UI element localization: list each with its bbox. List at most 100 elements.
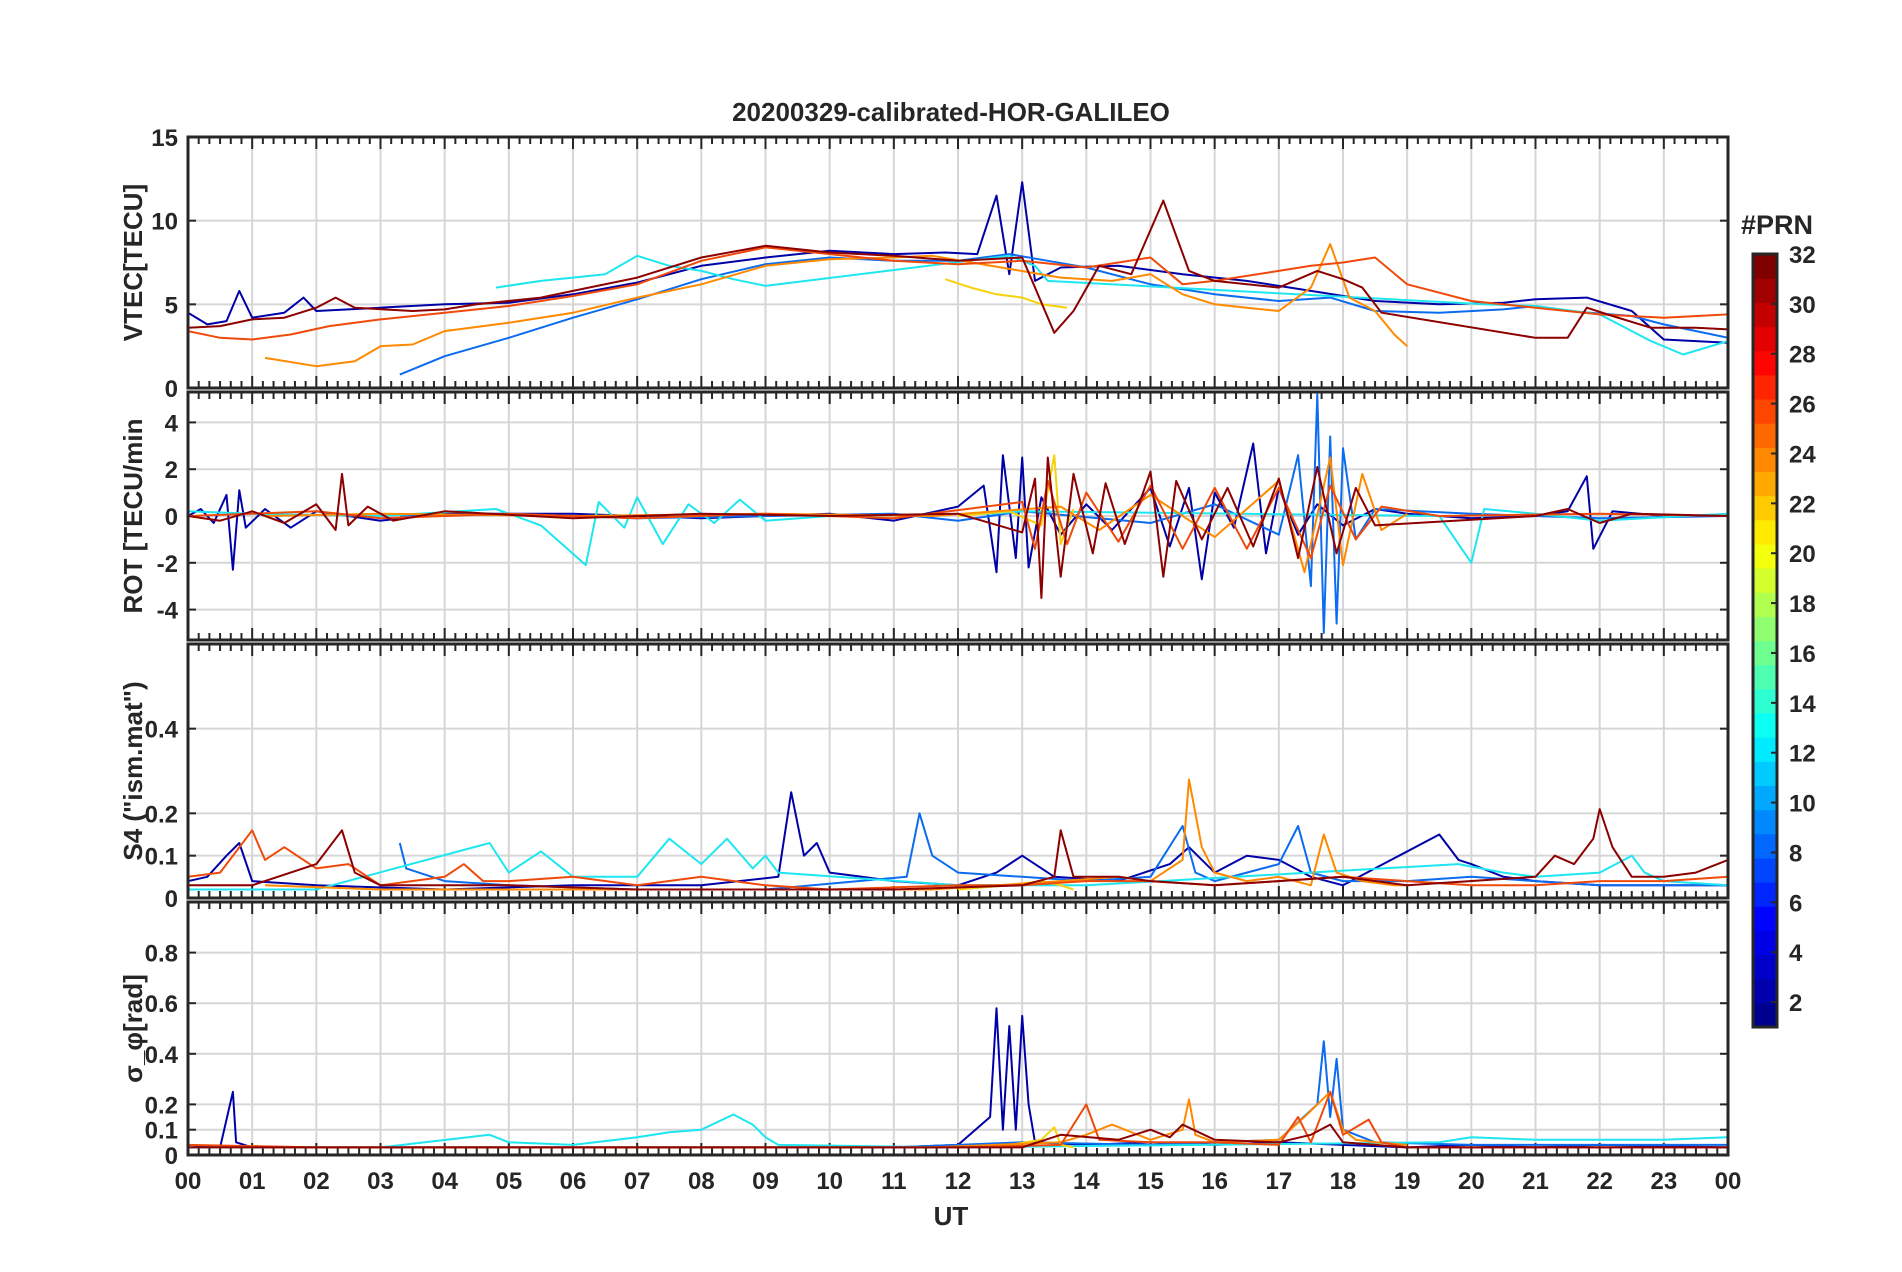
colorbar-segment xyxy=(1753,833,1777,859)
y-tick-label: 0.1 xyxy=(145,844,178,871)
series-group xyxy=(188,778,1728,891)
colorbar-tick-label: 2 xyxy=(1789,990,1802,1017)
colorbar-segment xyxy=(1753,447,1777,473)
colorbar-tick-label: 14 xyxy=(1789,691,1816,718)
colorbar-segment xyxy=(1753,374,1777,400)
colorbar-segment xyxy=(1753,930,1777,956)
colorbar-segment xyxy=(1753,906,1777,931)
x-tick-label: 17 xyxy=(1265,1168,1292,1195)
y-tick-label: 15 xyxy=(151,125,178,152)
y-tick-label: 2 xyxy=(165,457,178,484)
colorbar-label: #PRN xyxy=(1741,210,1813,240)
x-tick-label: 19 xyxy=(1394,1168,1421,1195)
y-axis-label: VTEC[TECU] xyxy=(118,184,148,341)
colorbar-segment xyxy=(1753,495,1777,521)
x-tick-label: 14 xyxy=(1073,1168,1100,1195)
colorbar-segment xyxy=(1753,978,1777,1004)
colorbar-segment xyxy=(1753,616,1777,642)
series-group xyxy=(188,1007,1728,1149)
colorbar-segment xyxy=(1753,688,1777,714)
x-tick-label: 06 xyxy=(560,1168,587,1195)
colorbar-segment xyxy=(1753,326,1777,352)
series-line xyxy=(188,246,1728,341)
series-line xyxy=(188,837,1728,891)
colorbar-tick-label: 32 xyxy=(1789,242,1816,269)
panel-4: 00.10.2 0.4 0.6 0.8 σ_φ[rad] xyxy=(118,900,1730,1170)
colorbar-segment xyxy=(1753,302,1777,328)
x-tick-label: 05 xyxy=(495,1168,522,1195)
colorbar-segment xyxy=(1753,857,1777,883)
colorbar-segment xyxy=(1753,519,1777,545)
y-tick-label: 0 xyxy=(165,376,178,403)
y-tick-label: 0.2 xyxy=(145,1092,178,1119)
y-axis-label: σ_φ[rad] xyxy=(118,974,148,1083)
panel-2: -4 -2 0 2 4 ROT [TECU/min xyxy=(118,390,1730,642)
colorbar-segment xyxy=(1753,1002,1777,1028)
colorbar-tick-label: 8 xyxy=(1789,840,1802,867)
y-tick-label: 10 xyxy=(151,209,178,236)
x-tick-label: 10 xyxy=(816,1168,843,1195)
colorbar-segment xyxy=(1753,471,1777,497)
series-line xyxy=(944,278,1068,309)
x-tick-label: 18 xyxy=(1330,1168,1357,1195)
x-tick-label: 12 xyxy=(945,1168,972,1195)
series-group xyxy=(188,181,1728,376)
y-tick-label: 0.6 xyxy=(145,991,178,1018)
y-tick-label: 0 xyxy=(165,886,178,913)
x-tick-label: 20 xyxy=(1458,1168,1485,1195)
axes-frame xyxy=(186,390,1730,642)
x-tick-labels: 00 01 02 03 04 05 06 07 08 09 10 11 12 13 14 15 16 17 18 19… xyxy=(175,1168,1742,1195)
colorbar-segment xyxy=(1753,592,1777,617)
panel-1: 0 5 10 15 VTEC[TECU] xyxy=(118,125,1730,403)
y-tick-label: 0 xyxy=(165,1143,178,1170)
colorbar-tick-label: 20 xyxy=(1789,541,1816,568)
colorbar-segment xyxy=(1753,278,1777,303)
x-tick-label: 09 xyxy=(752,1168,779,1195)
colorbar-tick-label: 24 xyxy=(1789,441,1816,468)
colorbar-segment xyxy=(1753,543,1777,569)
x-tick-label: 00 xyxy=(175,1168,202,1195)
x-tick-label: 03 xyxy=(367,1168,394,1195)
series-line xyxy=(188,456,1728,599)
series-line xyxy=(188,808,1728,891)
colorbar-tick-label: 16 xyxy=(1789,641,1816,668)
colorbar-tick-label: 22 xyxy=(1789,491,1816,518)
y-axis-label: ROT [TECU/min xyxy=(118,419,148,614)
x-axis-label: UT xyxy=(934,1201,969,1231)
series-line xyxy=(188,199,1728,339)
y-tick-label: 0.4 xyxy=(145,1042,179,1069)
colorbar-segment xyxy=(1753,664,1777,690)
series-line xyxy=(188,496,1728,567)
colorbar-tick-label: 10 xyxy=(1789,791,1816,818)
colorbar-tick-label: 18 xyxy=(1789,591,1816,618)
x-tick-label: 16 xyxy=(1201,1168,1228,1195)
axes-frame xyxy=(186,900,1730,1157)
series-line xyxy=(188,1113,1728,1149)
y-tick-label: 0.4 xyxy=(145,717,179,744)
colorbar-tick-label: 26 xyxy=(1789,392,1816,419)
colorbar-segment xyxy=(1753,809,1777,835)
colorbar-segment xyxy=(1753,568,1777,593)
colorbar-segment xyxy=(1753,350,1777,376)
colorbar-frame xyxy=(1751,252,1779,1029)
x-tick-label: 01 xyxy=(239,1168,266,1195)
y-tick-label: 4 xyxy=(165,410,179,437)
series-line xyxy=(399,253,1728,376)
x-tick-label: 11 xyxy=(881,1168,906,1195)
x-tick-label: 22 xyxy=(1586,1168,1613,1195)
colorbar-tick-label: 6 xyxy=(1789,890,1802,917)
colorbar-segment xyxy=(1753,712,1777,738)
series-line xyxy=(265,1090,1408,1149)
series-line xyxy=(188,479,1728,560)
x-tick-label: 02 xyxy=(303,1168,330,1195)
series-line xyxy=(188,181,1728,344)
series-line xyxy=(399,1040,1728,1149)
colorbar-tick-label: 12 xyxy=(1789,741,1816,768)
axes-frame xyxy=(186,642,1730,900)
colorbar-tick-label: 30 xyxy=(1789,292,1816,319)
y-tick-label: -4 xyxy=(157,598,179,625)
series-line xyxy=(957,454,1075,546)
series-line xyxy=(264,243,1408,368)
x-tick-label: 08 xyxy=(688,1168,715,1195)
